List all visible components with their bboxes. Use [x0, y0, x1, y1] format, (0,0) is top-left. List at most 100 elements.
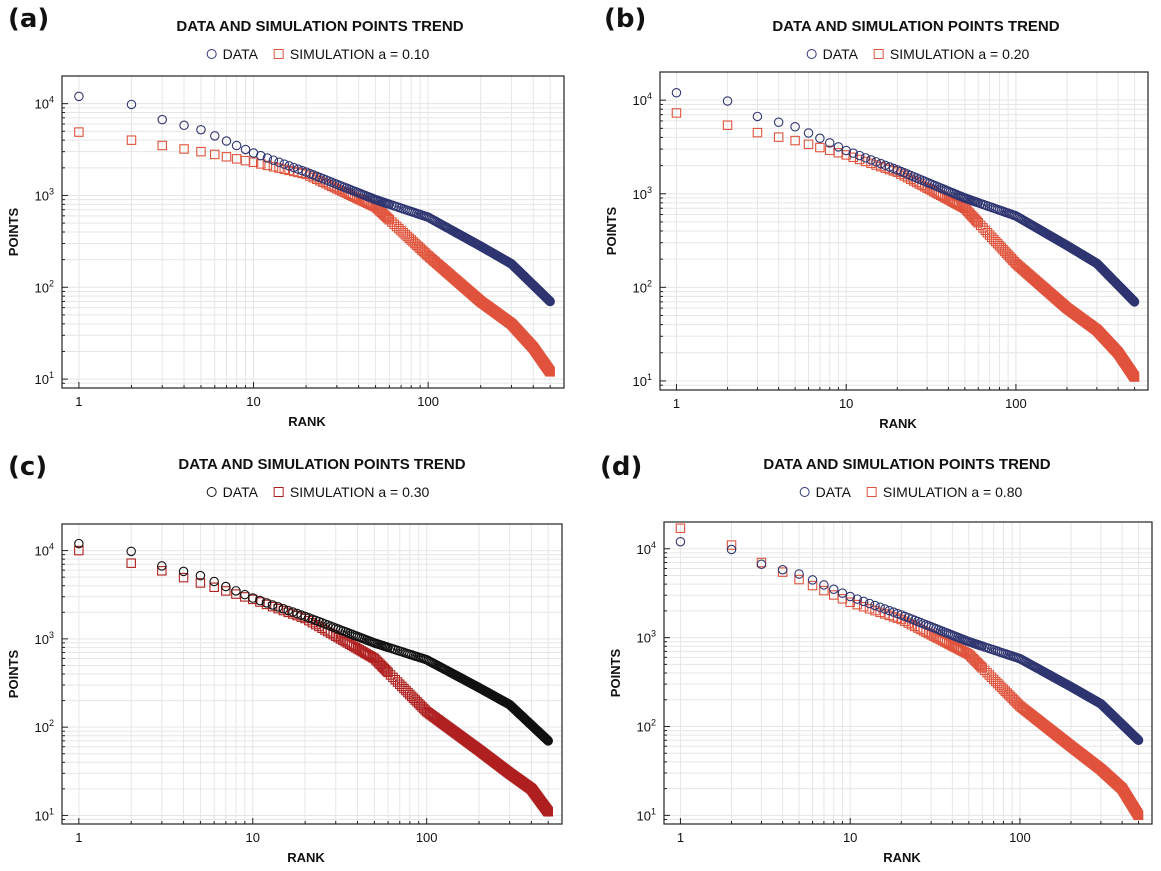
chart-plot: 1 10 100 101 102 103 104 RANK POINTS	[6, 523, 563, 865]
data-point	[824, 138, 835, 148]
simulation-point	[1004, 690, 1014, 700]
data-point	[848, 148, 858, 158]
data-point	[279, 159, 290, 169]
panel-letter: (d)	[600, 452, 643, 482]
legend-square-icon	[873, 49, 884, 59]
data-point	[240, 589, 250, 600]
data-point	[293, 164, 303, 174]
y-tick-label: 103	[35, 186, 54, 203]
data-point	[267, 600, 278, 610]
simulation-point	[977, 663, 988, 673]
x-tick-label: 10	[843, 830, 857, 845]
simulation-point	[126, 135, 137, 145]
x-tick-label: 10	[839, 396, 853, 411]
simulation-point	[1002, 688, 1012, 698]
y-tick-label: 104	[637, 540, 656, 557]
y-tick-label: 101	[35, 806, 54, 823]
data-point	[210, 131, 220, 141]
simulation-point	[854, 154, 865, 165]
legend-circle-icon	[206, 49, 217, 59]
simulation-series	[74, 127, 555, 377]
simulation-point	[1001, 248, 1012, 259]
y-axis-label: POINTS	[6, 207, 21, 256]
data-point	[777, 564, 788, 575]
chart-title: DATA AND SIMULATION POINTS TREND	[176, 18, 464, 35]
simulation-series	[74, 545, 553, 817]
legend-square-icon	[866, 487, 877, 497]
simulation-point	[671, 108, 682, 118]
data-point	[255, 595, 265, 606]
simulation-point	[196, 146, 206, 157]
grid-lines	[62, 75, 565, 389]
x-tick-label: 1	[75, 830, 82, 845]
data-point	[126, 546, 136, 557]
axis-ticks	[62, 75, 565, 389]
simulation-point	[248, 157, 259, 167]
simulation-point	[675, 523, 686, 534]
simulation-point	[726, 540, 737, 550]
data-point	[866, 155, 876, 165]
simulation-point	[157, 566, 167, 576]
chart-panel-d: (d) DATA AND SIMULATION POINTS TREND DAT…	[580, 436, 1161, 871]
simulation-point	[1133, 810, 1144, 821]
legend-square-icon	[273, 49, 284, 59]
data-point	[756, 559, 767, 569]
data-point	[880, 160, 891, 171]
data-point	[794, 569, 804, 579]
simulation-point	[871, 160, 881, 170]
data-point	[545, 296, 555, 307]
simulation-point	[157, 140, 167, 151]
simulation-point	[74, 127, 84, 137]
simulation-point	[126, 558, 136, 568]
x-tick-label: 100	[416, 830, 438, 845]
data-point	[852, 594, 862, 604]
simulation-point	[794, 574, 804, 585]
data-point	[261, 598, 272, 608]
data-point	[833, 142, 844, 152]
legend-circle-icon	[206, 487, 217, 497]
data-point	[284, 161, 294, 171]
data-point	[195, 570, 206, 581]
simulation-point	[326, 181, 337, 192]
data-point	[126, 99, 137, 110]
simulation-point	[415, 700, 426, 710]
data-point	[221, 581, 231, 592]
chart-plot: 1 10 100 101 102 103 104 RANK POINTS	[6, 75, 565, 429]
grid-lines	[62, 523, 563, 825]
simulation-point	[310, 619, 321, 630]
data-point	[675, 536, 686, 547]
data-point	[803, 128, 814, 138]
simulation-point	[380, 665, 391, 675]
simulation-point	[870, 605, 880, 616]
data-point	[262, 153, 273, 163]
simulation-point	[279, 164, 290, 175]
data-point	[807, 575, 818, 585]
simulation-point	[807, 580, 818, 591]
x-tick-label: 10	[246, 830, 260, 845]
chart-legend: DATA SIMULATION a = 0.30	[206, 484, 429, 500]
data-series	[74, 538, 553, 746]
data-point	[837, 588, 848, 598]
y-axis-label: POINTS	[604, 206, 619, 255]
simulation-point	[841, 150, 851, 160]
axis-ticks	[664, 521, 1153, 825]
x-tick-label: 10	[246, 394, 260, 409]
simulation-point	[902, 172, 913, 183]
data-point	[74, 538, 84, 549]
simulation-point	[410, 238, 420, 249]
chart-plot: 1 10 100 101 102 103 104 RANK POINTS	[604, 71, 1149, 431]
x-axis-label: RANK	[287, 850, 325, 865]
x-axis-label: RANK	[883, 850, 921, 865]
data-series	[74, 91, 555, 307]
panel-letter: (c)	[8, 452, 48, 482]
data-point	[860, 153, 871, 163]
simulation-point	[975, 660, 985, 671]
chart-legend: DATA SIMULATION a = 0.10	[206, 46, 429, 62]
y-axis-label: POINTS	[608, 648, 623, 697]
simulation-point	[875, 607, 885, 618]
data-point	[876, 158, 886, 169]
data-point	[221, 136, 232, 146]
y-tick-label: 103	[35, 630, 54, 647]
chart-title: DATA AND SIMULATION POINTS TREND	[772, 18, 1060, 35]
y-tick-label: 104	[633, 91, 652, 108]
